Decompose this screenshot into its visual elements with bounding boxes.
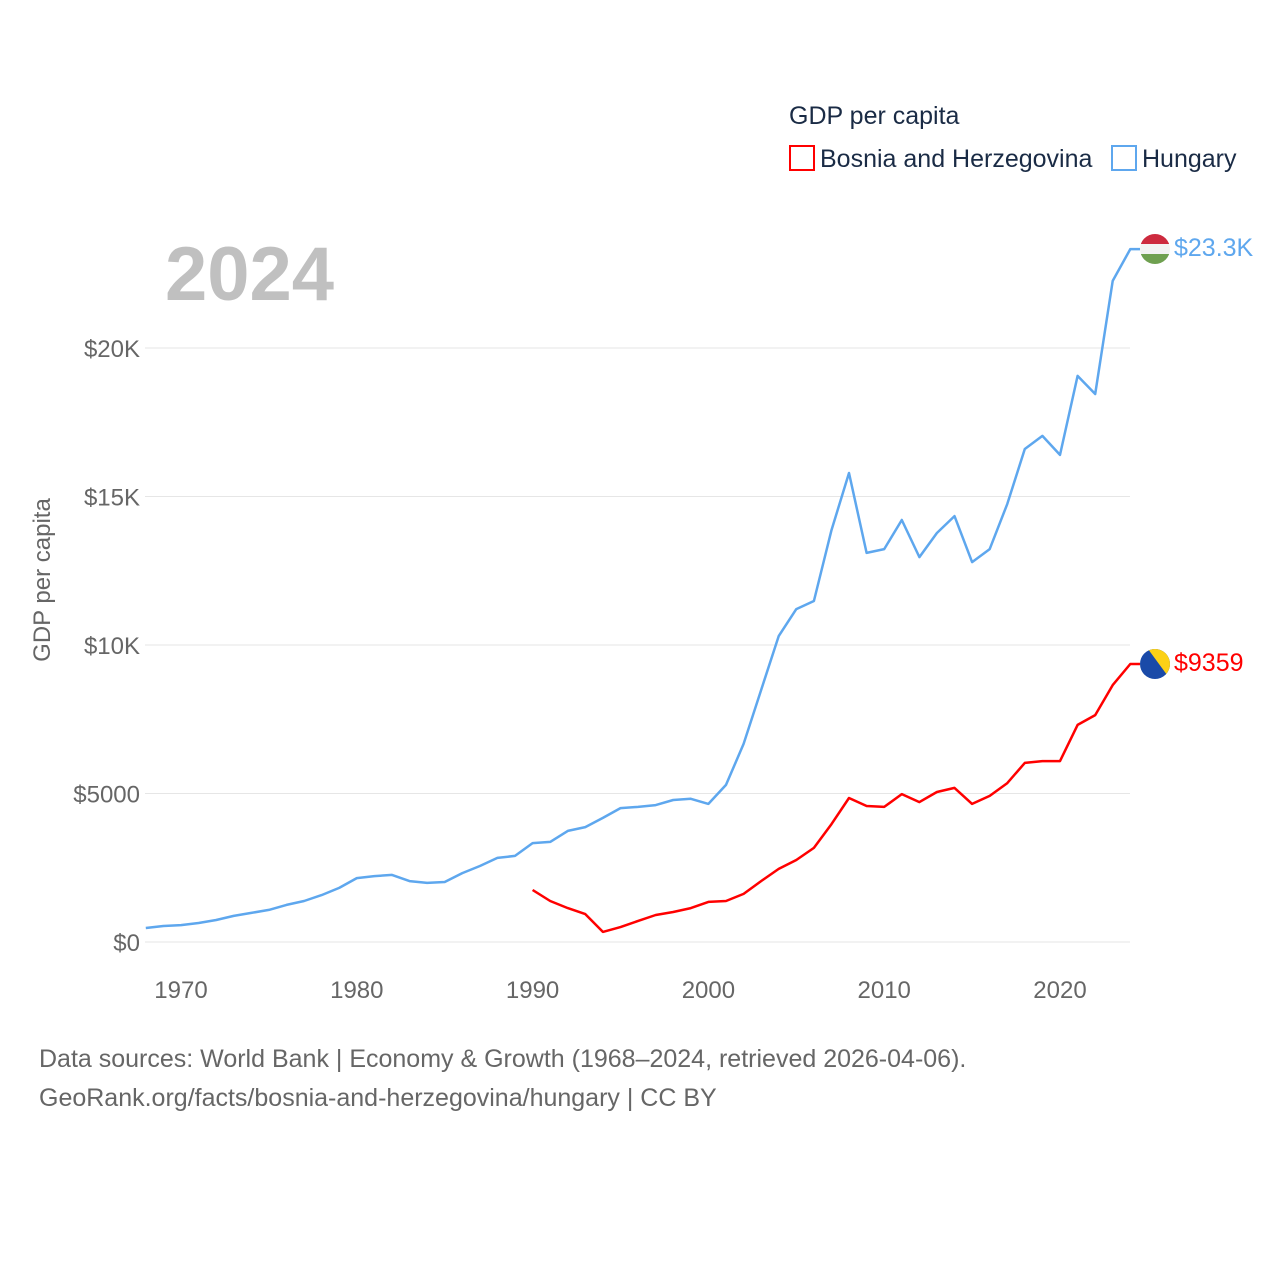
y-axis-label: GDP per capita xyxy=(29,498,56,662)
bosnia-flag-icon xyxy=(1140,649,1170,679)
y-tick-label: $5000 xyxy=(73,782,140,809)
bosnia-end-label: $9359 xyxy=(1174,649,1244,677)
y-axis-ticks: $0 $5000 $10K $15K $20K xyxy=(73,336,140,957)
footer-attribution[interactable]: GeoRank.org/facts/bosnia-and-herzegovina… xyxy=(39,1084,717,1112)
y-tick-label: $0 xyxy=(113,930,140,957)
legend-swatch-hungary xyxy=(1111,145,1137,171)
legend-label-hungary: Hungary xyxy=(1142,145,1237,173)
legend-label-bosnia: Bosnia and Herzegovina xyxy=(820,145,1092,173)
footer-sources: Data sources: World Bank | Economy & Gro… xyxy=(39,1045,967,1073)
x-tick-label: 1980 xyxy=(330,977,383,1004)
y-tick-label: $20K xyxy=(84,336,140,363)
series-lines xyxy=(145,247,1140,934)
legend-item-bosnia[interactable]: Bosnia and Herzegovina xyxy=(789,145,1092,173)
x-tick-label: 2000 xyxy=(682,977,735,1004)
legend-item-hungary[interactable]: Hungary xyxy=(1111,145,1237,173)
x-axis-ticks: 1970 1980 1990 2000 2010 2020 xyxy=(154,977,1086,1004)
hungary-line xyxy=(145,247,1140,930)
gridlines xyxy=(145,347,1130,943)
x-tick-label: 1990 xyxy=(506,977,559,1004)
y-tick-label: $10K xyxy=(84,633,140,660)
x-tick-label: 2020 xyxy=(1033,977,1086,1004)
year-label: 2024 xyxy=(165,232,334,317)
legend-title: GDP per capita xyxy=(789,102,960,130)
x-tick-label: 2010 xyxy=(858,977,911,1004)
hungary-end-label: $23.3K xyxy=(1174,234,1254,262)
legend-swatch-bosnia xyxy=(789,145,815,171)
x-tick-label: 1970 xyxy=(154,977,207,1004)
hungary-flag-icon xyxy=(1140,234,1170,264)
bosnia-line xyxy=(531,662,1140,934)
y-tick-label: $15K xyxy=(84,485,140,512)
